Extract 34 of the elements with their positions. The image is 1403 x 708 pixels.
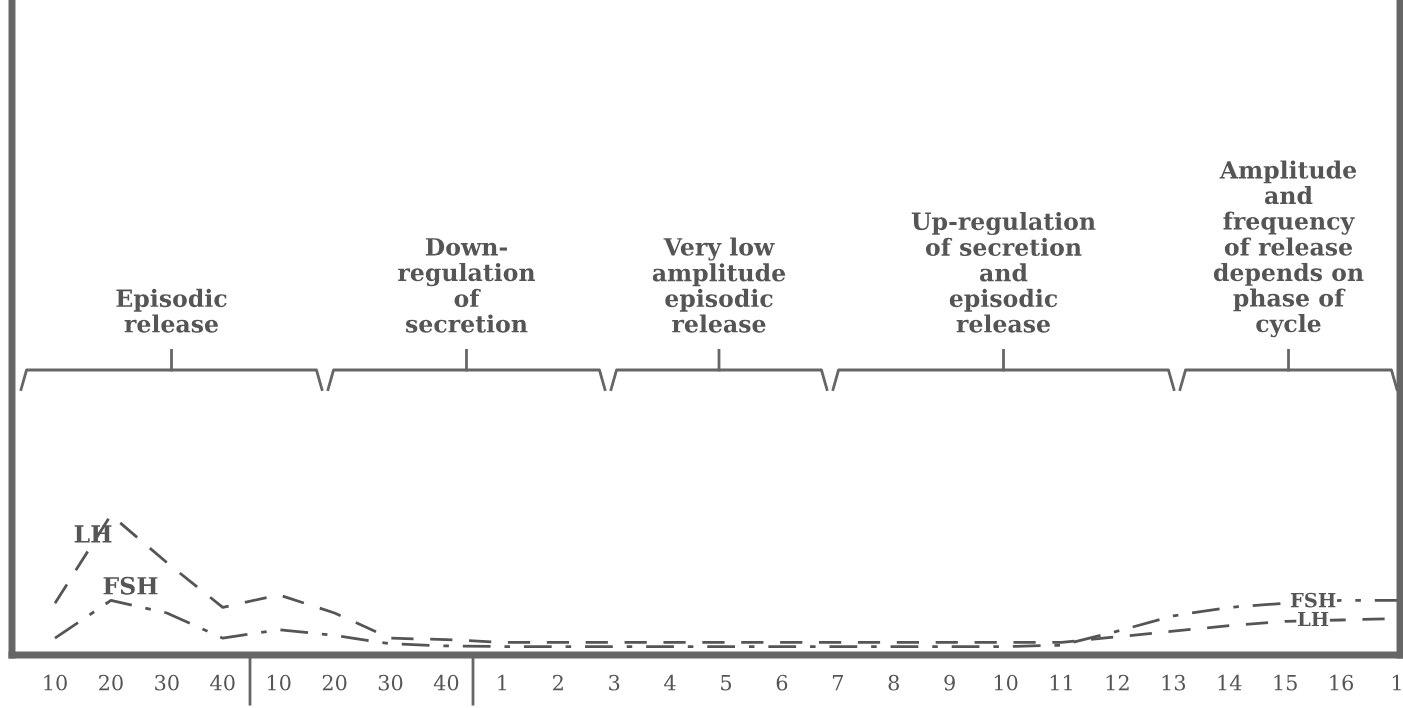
x-tick-label: 20 (99, 674, 123, 691)
x-tick-label: 5 (721, 675, 732, 691)
x-tick-label: 10 (267, 674, 291, 691)
x-tick-label: 1 (1392, 674, 1401, 691)
x-tick-label: 15 (1274, 674, 1297, 691)
x-tick-label: 16 (1330, 674, 1354, 691)
x-tick-label: 10 (994, 674, 1018, 691)
text: LH (74, 525, 112, 543)
text: Down- regulation of secretion (398, 238, 536, 333)
series-label: FSH (1290, 592, 1336, 608)
x-tick-label: 12 (1106, 674, 1129, 691)
x-tick-label: 30 (378, 674, 403, 691)
x-tick-label: 9 (944, 674, 955, 691)
x-tick-label: 13 (1162, 674, 1186, 691)
text: FSH (103, 576, 158, 595)
x-tick-label: 2 (553, 674, 563, 691)
text: Up-regulation of secretion and episodic release (911, 211, 1096, 333)
x-tick-label: 1 (498, 674, 506, 691)
x-tick-label: 8 (888, 674, 899, 691)
x-tick-label: 3 (609, 674, 620, 691)
x-tick-label: 7 (832, 675, 843, 691)
text: Very low amplitude episodic release (652, 237, 786, 333)
x-tick-label: 10 (44, 674, 67, 691)
text: Amplitude and frequency of release depends on phase of cycle (1213, 160, 1364, 338)
text: Episodic release (116, 288, 227, 333)
x-tick-label: 40 (433, 674, 459, 691)
x-tick-label: 40 (210, 674, 235, 691)
x-tick-label: 11 (1050, 674, 1072, 691)
x-tick-label: 6 (776, 674, 788, 691)
x-tick-label: 14 (1218, 674, 1242, 691)
series-label: LH (1298, 611, 1329, 627)
x-tick-label: 30 (155, 674, 179, 691)
x-tick-label: 4 (664, 674, 676, 691)
x-tick-label: 20 (322, 674, 347, 691)
